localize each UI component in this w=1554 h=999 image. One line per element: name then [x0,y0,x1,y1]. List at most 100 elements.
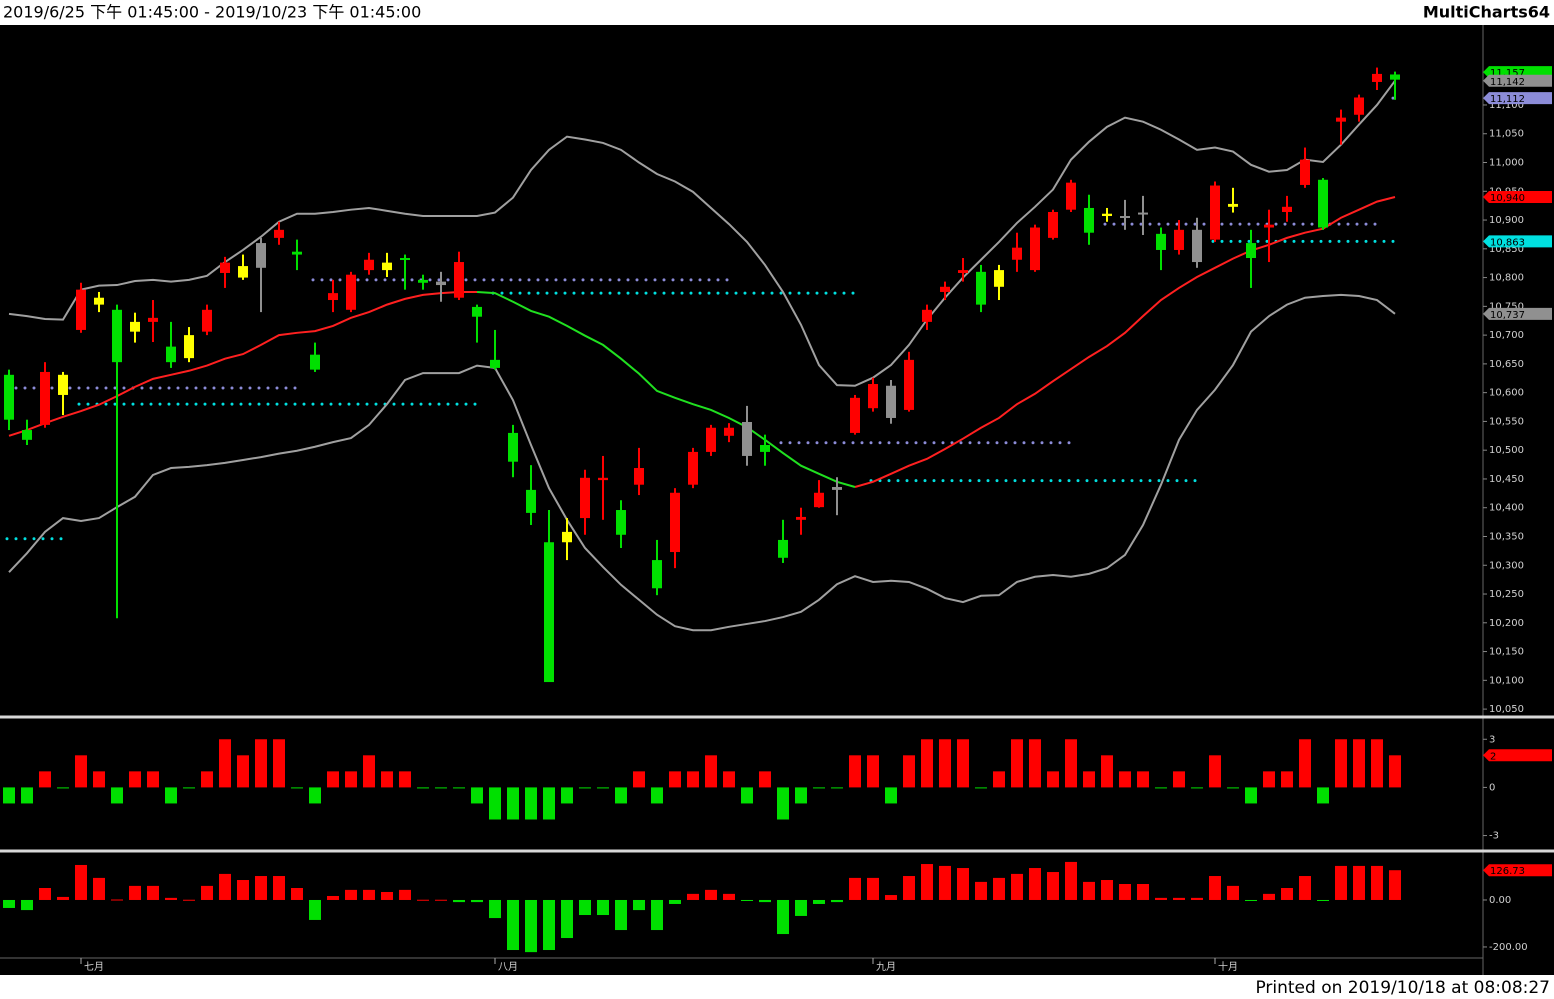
price-badge [1483,235,1552,248]
indicator-line [8,80,1396,387]
histogram-bar [777,899,789,935]
month-label: 十月 [1218,960,1238,973]
histogram-bar [1299,739,1311,788]
histogram-bar [831,787,843,789]
price-badge-label: 11,157 [1490,68,1525,79]
histogram-bar [993,877,1005,900]
candle-body [1120,216,1130,219]
histogram-bar [291,787,303,789]
candle-body [310,354,320,370]
y-tick-label: 3 [1489,734,1495,745]
histogram-bar [651,787,663,804]
candle-body [220,262,230,273]
histogram-bar [885,895,897,900]
histogram-bar [3,787,15,804]
histogram-bar [561,787,573,804]
histogram-bar [1263,893,1275,900]
histogram-bar [885,787,897,804]
histogram-bar [957,739,969,788]
candle-body [490,359,500,368]
candle-body [166,346,176,363]
histogram-bar [489,787,501,820]
histogram-bar [1263,771,1275,788]
candle-body [850,397,860,433]
candle-body [904,359,914,410]
indicator-line [8,196,1396,488]
histogram-bar [93,771,105,788]
histogram-bar [1299,876,1311,900]
indicator-line [476,290,856,488]
y-tick-label: -3 [1489,831,1499,842]
histogram-bar [993,771,1005,788]
histogram-bar [453,899,465,903]
histogram-bar [795,899,807,916]
histogram-bar [75,755,87,788]
histogram-bar [1335,739,1347,788]
histogram-bar [1389,755,1401,788]
histogram-bar [1245,899,1257,901]
y-tick-label: 0 [1489,782,1495,793]
candle-body [724,427,734,436]
candle-body [1084,207,1094,233]
histogram-bar [633,899,645,911]
histogram-bar [705,889,717,900]
histogram-bar [381,771,393,788]
histogram-bar [111,899,123,901]
candle-body [346,274,356,310]
histogram-bar [1335,865,1347,900]
histogram-bar [777,787,789,820]
month-label: 八月 [498,961,518,973]
candle-body [598,477,608,481]
value-badge-label: 2 [1490,751,1496,762]
histogram-bar [93,877,105,900]
histogram-bar [471,899,483,903]
histogram-bar [1047,872,1059,900]
candle-body [1300,159,1310,185]
histogram-bar [975,881,987,900]
histogram-bar [363,889,375,900]
price-badge-label: 10,940 [1490,193,1525,204]
y-tick-label: 10,650 [1489,359,1524,370]
histogram-bar [417,787,429,789]
histogram-bar [813,787,825,789]
histogram-bar [255,876,267,900]
price-badge-label: 11,112 [1490,94,1525,105]
price-badge [1483,92,1552,105]
histogram-bar [39,888,51,900]
candle-body [58,374,68,395]
histogram-bar [579,899,591,916]
y-tick-label: 10,750 [1489,301,1524,312]
candle-body [1192,229,1202,263]
histogram-bar [687,771,699,788]
histogram-bar [1227,885,1239,900]
candle-body [1390,74,1400,80]
histogram-bar [237,755,249,788]
histogram-bar [3,899,15,908]
histogram-bar [507,899,519,951]
histogram-bar [1029,868,1041,900]
y-tick-label: 10,050 [1489,704,1524,715]
histogram-bar [849,755,861,788]
candle-body [1228,203,1238,207]
candle-body [472,306,482,317]
histogram-bar [1083,881,1095,900]
histogram-bar [111,787,123,804]
histogram-bar [1227,787,1239,789]
y-tick-label: 10,350 [1489,531,1524,542]
histogram-bar [1245,787,1257,804]
candle-body [1156,233,1166,250]
candle-body [1210,185,1220,240]
histogram-bar [507,787,519,820]
histogram-bar [975,787,987,789]
y-tick-label: 11,050 [1489,129,1524,140]
histogram-bar [1317,787,1329,804]
candle-body [1318,179,1328,228]
histogram-bar [363,755,375,788]
histogram-bar [219,739,231,788]
candle-body [526,489,536,513]
histogram-bar [813,899,825,904]
candle-body [868,384,878,409]
histogram-bar [1173,897,1185,900]
histogram-bar [345,771,357,788]
histogram-bar [1101,880,1113,900]
